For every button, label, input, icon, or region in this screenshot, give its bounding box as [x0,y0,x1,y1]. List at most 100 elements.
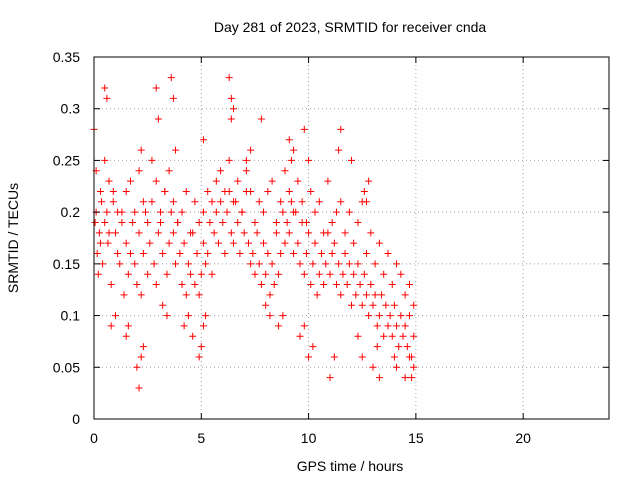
y-tick-label: 0.2 [61,204,81,220]
data-point [290,250,298,258]
data-point [178,208,186,216]
data-point [296,332,304,340]
data-point [294,239,302,247]
data-point [270,281,278,289]
data-point [408,374,416,382]
data-point [287,156,295,164]
data-point [285,136,293,144]
data-point [390,353,398,361]
data-point [223,208,231,216]
data-point [104,239,112,247]
data-point [229,239,237,247]
data-point [367,281,375,289]
data-point [302,218,310,226]
data-point [322,260,330,268]
data-point [182,187,190,195]
data-point [131,260,139,268]
data-point [393,260,401,268]
data-point [350,239,358,247]
data-point [217,198,225,206]
data-point [305,353,313,361]
y-tick-label: 0 [72,411,80,427]
data-point [277,250,285,258]
data-point [167,74,175,82]
data-point [262,301,270,309]
data-point [354,332,362,340]
data-point [365,177,373,185]
data-point [199,322,207,330]
data-point [122,332,130,340]
data-point [348,156,355,164]
data-point [330,239,338,247]
data-point [266,291,274,299]
data-point [326,270,334,278]
data-point [133,363,141,371]
data-point [337,291,345,299]
data-point [219,218,227,226]
data-point [315,270,323,278]
data-point [371,260,379,268]
data-point [367,229,375,237]
data-point [157,218,165,226]
data-point [268,177,276,185]
x-axis-label: GPS time / hours [297,458,404,474]
data-point [410,332,418,340]
data-point [332,281,340,289]
data-point [401,374,409,382]
data-point [159,301,167,309]
data-point [401,291,409,299]
data-point [193,250,201,258]
data-point [105,229,113,237]
data-point [189,332,197,340]
data-point [260,239,268,247]
data-point [328,250,336,258]
y-tick-label: 0.3 [61,101,81,117]
data-point [124,322,132,330]
data-point [253,229,261,237]
data-point [257,281,265,289]
y-tick-label: 0.35 [53,49,80,65]
data-point [315,198,323,206]
data-point [405,353,413,361]
data-point [204,187,212,195]
data-point [96,187,104,195]
data-point [302,250,310,258]
data-point [227,94,235,102]
data-point [137,353,145,361]
data-point [105,177,113,185]
data-point [275,270,283,278]
data-point [221,187,229,195]
data-point [202,260,210,268]
data-point [410,363,418,371]
data-point [405,281,413,289]
data-point [328,218,336,226]
data-point [326,374,334,382]
data-point [103,94,111,102]
data-point [309,343,317,351]
data-point [281,167,289,175]
data-point [163,312,171,320]
data-point [272,229,280,237]
data-point [169,94,177,102]
data-point [350,270,358,278]
data-point [144,218,152,226]
data-point [251,218,259,226]
data-point [255,198,263,206]
data-point [348,301,355,309]
data-point [150,260,158,268]
data-point [236,250,244,258]
data-point [197,270,205,278]
y-tick-label: 0.1 [61,308,81,324]
data-point [126,177,134,185]
data-point [131,208,139,216]
data-point [195,291,203,299]
data-point [410,301,418,309]
data-point [139,250,147,258]
grid-lines [94,57,609,419]
data-point [358,301,366,309]
data-point [169,229,177,237]
data-point [101,218,109,226]
data-point [182,291,190,299]
data-point [234,177,242,185]
